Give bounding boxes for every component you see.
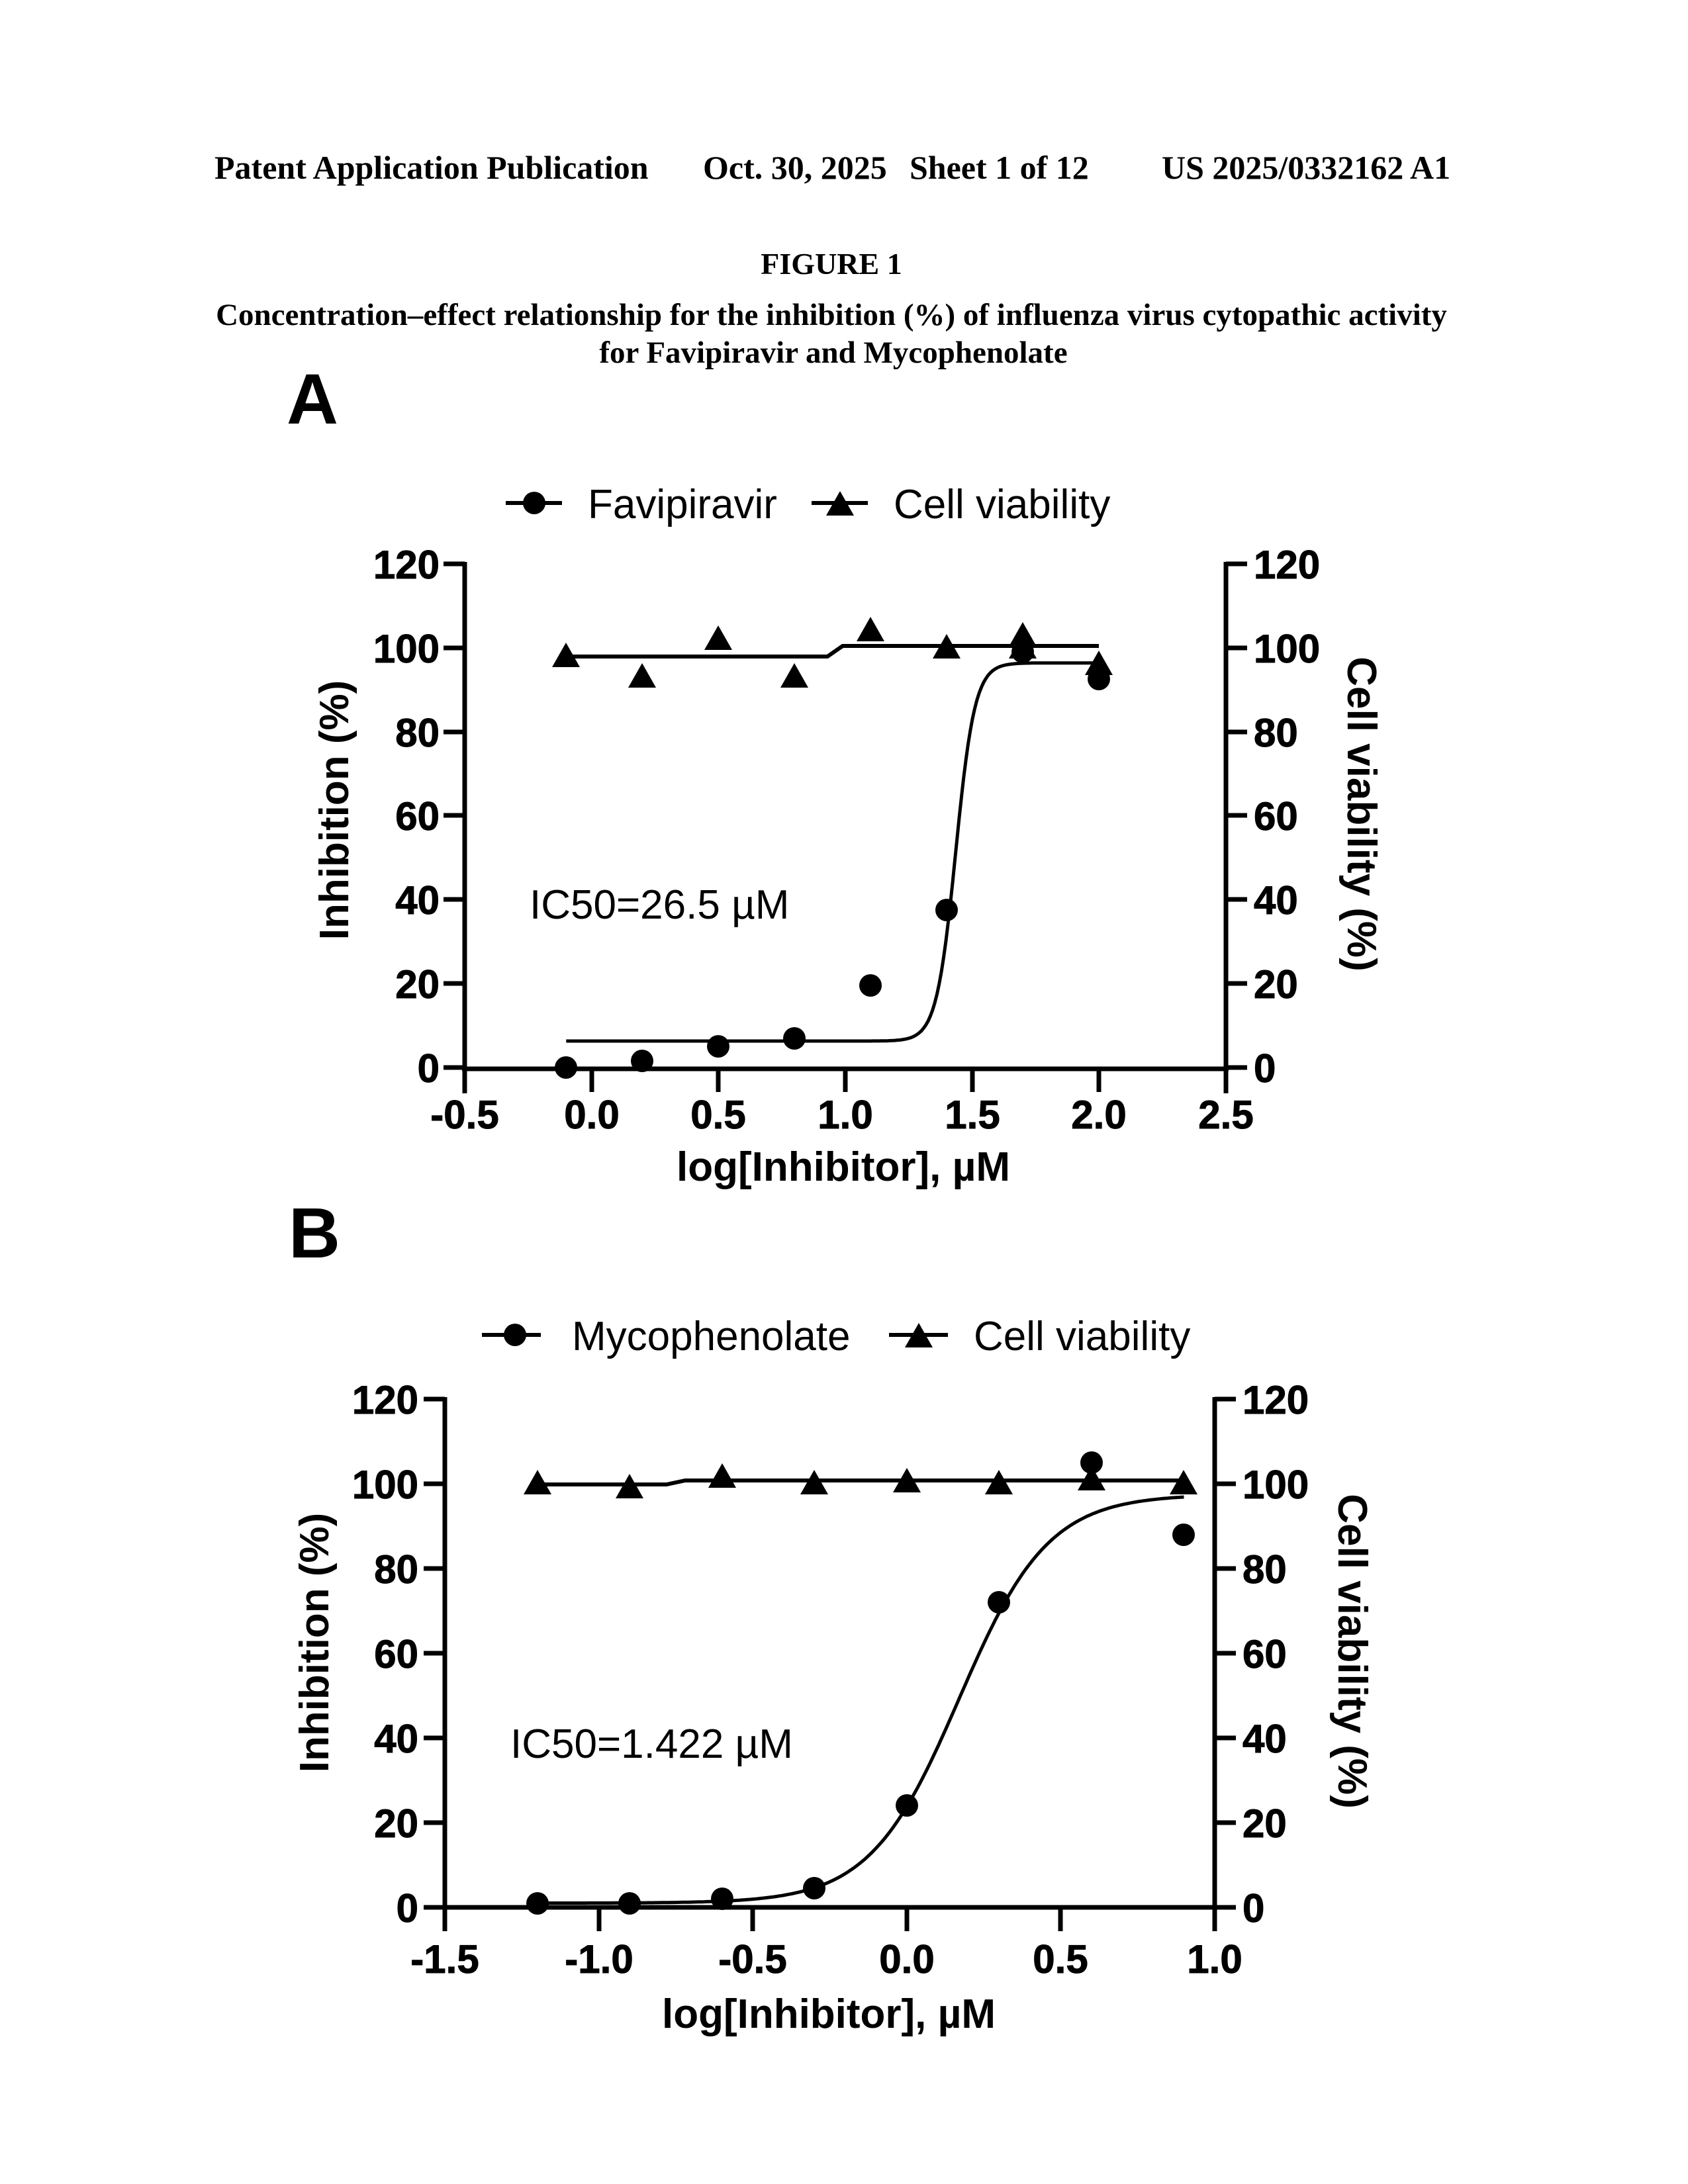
svg-text:60: 60 [1243, 1632, 1287, 1676]
svg-text:20: 20 [374, 1801, 418, 1846]
svg-text:0: 0 [1243, 1886, 1264, 1931]
svg-text:20: 20 [395, 962, 440, 1007]
svg-text:0: 0 [1254, 1046, 1276, 1091]
svg-text:Sheet 1 of 12: Sheet 1 of 12 [910, 149, 1089, 186]
svg-text:0: 0 [418, 1046, 440, 1091]
svg-text:20: 20 [1254, 962, 1298, 1007]
svg-text:60: 60 [395, 794, 440, 839]
svg-text:80: 80 [1243, 1547, 1287, 1592]
svg-text:60: 60 [1254, 794, 1298, 839]
svg-text:Cell viability (%): Cell viability (%) [1329, 1494, 1375, 1808]
svg-text:IC50=26.5 µM: IC50=26.5 µM [530, 882, 789, 928]
svg-text:Inhibition (%): Inhibition (%) [312, 680, 357, 940]
svg-text:120: 120 [352, 1378, 418, 1422]
svg-text:120: 120 [1254, 543, 1320, 587]
svg-text:0: 0 [397, 1886, 418, 1931]
svg-text:40: 40 [1254, 878, 1298, 923]
svg-text:-1.0: -1.0 [565, 1937, 633, 1981]
svg-text:-0.5: -0.5 [718, 1937, 786, 1981]
svg-text:2.5: 2.5 [1198, 1093, 1253, 1137]
svg-text:40: 40 [395, 878, 440, 923]
svg-text:Cell viability: Cell viability [894, 482, 1110, 527]
svg-text:60: 60 [374, 1632, 418, 1676]
svg-text:0.5: 0.5 [690, 1093, 745, 1137]
svg-text:100: 100 [1243, 1463, 1309, 1507]
svg-text:B: B [289, 1193, 340, 1273]
svg-text:Cell viability: Cell viability [974, 1314, 1190, 1359]
svg-text:Patent Application Publication: Patent Application Publication [214, 149, 649, 186]
svg-text:2.0: 2.0 [1071, 1093, 1126, 1137]
svg-text:40: 40 [374, 1717, 418, 1761]
svg-text:40: 40 [1243, 1717, 1287, 1761]
svg-text:A: A [287, 359, 338, 439]
svg-text:100: 100 [1254, 627, 1320, 671]
svg-text:-1.5: -1.5 [410, 1937, 479, 1981]
svg-text:0.0: 0.0 [879, 1937, 934, 1981]
svg-text:for Favipiravir and Mycophenol: for Favipiravir and Mycophenolate [599, 336, 1067, 370]
svg-text:1.0: 1.0 [1187, 1937, 1242, 1981]
svg-text:Inhibition (%): Inhibition (%) [292, 1513, 338, 1773]
svg-text:Concentration–effect relations: Concentration–effect relationship for th… [216, 298, 1447, 332]
svg-text:100: 100 [352, 1463, 418, 1507]
svg-text:US 2025/0332162 A1: US 2025/0332162 A1 [1162, 149, 1450, 186]
svg-text:100: 100 [373, 627, 440, 671]
svg-text:80: 80 [395, 711, 440, 755]
svg-text:80: 80 [1254, 711, 1298, 755]
svg-text:-0.5: -0.5 [430, 1093, 498, 1137]
svg-text:log[Inhibitor], µM: log[Inhibitor], µM [662, 1991, 996, 2037]
svg-text:log[Inhibitor], µM: log[Inhibitor], µM [677, 1144, 1010, 1190]
svg-text:FIGURE 1: FIGURE 1 [761, 247, 902, 281]
svg-text:Oct. 30, 2025: Oct. 30, 2025 [703, 149, 887, 186]
svg-text:Mycophenolate: Mycophenolate [572, 1314, 851, 1359]
svg-text:1.0: 1.0 [818, 1093, 872, 1137]
svg-text:Cell viability (%): Cell viability (%) [1338, 657, 1384, 971]
svg-text:0.0: 0.0 [564, 1093, 619, 1137]
svg-text:120: 120 [373, 543, 440, 587]
svg-text:IC50=1.422 µM: IC50=1.422 µM [510, 1721, 793, 1767]
svg-text:0.5: 0.5 [1033, 1937, 1088, 1981]
svg-text:20: 20 [1243, 1801, 1287, 1846]
svg-text:1.5: 1.5 [945, 1093, 1000, 1137]
svg-text:120: 120 [1243, 1378, 1309, 1422]
svg-text:Favipiravir: Favipiravir [588, 482, 777, 527]
svg-text:80: 80 [374, 1547, 418, 1592]
